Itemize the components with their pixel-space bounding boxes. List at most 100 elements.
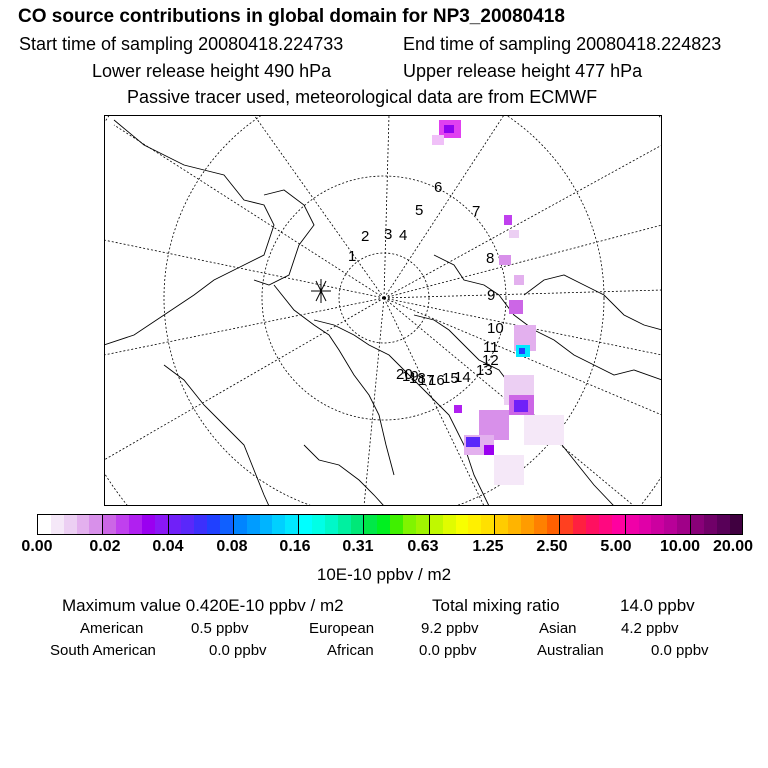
lower-release-height: Lower release height 490 hPa [92, 61, 332, 81]
trajectory-label-8: 8 [486, 250, 494, 267]
colorbar-swatch [546, 515, 561, 534]
colorbar-tick: 0.16 [279, 538, 311, 555]
total-mixing-ratio-label: Total mixing ratio [432, 596, 560, 615]
plume-cell [509, 300, 523, 314]
trajectory-label-2: 2 [361, 228, 369, 245]
colorbar-swatch [207, 515, 221, 534]
colorbar-swatch [38, 515, 51, 534]
colorbar-tick: 0.04 [152, 538, 184, 555]
trajectory-label-1: 1 [348, 248, 356, 265]
colorbar-swatch [573, 515, 587, 534]
coastline-north-america [104, 119, 275, 346]
plume-cell [504, 215, 512, 225]
trajectory-label-16: 16 [428, 372, 445, 389]
plume-cell [519, 348, 525, 354]
region-name-asian: Asian [539, 620, 577, 637]
plume-cell [494, 455, 524, 485]
colorbar-swatch [103, 515, 117, 534]
release-marker [311, 279, 331, 303]
coastline-mediterranean [303, 444, 385, 506]
colorbar-tick: 0.63 [407, 538, 439, 555]
colorbar-swatch [377, 515, 391, 534]
meridian [383, 297, 485, 506]
colorbar-tick: 10.00 [659, 538, 701, 555]
colorbar-swatch [89, 515, 104, 534]
plume-cell [509, 230, 519, 238]
upper-release-height: Upper release height 477 hPa [403, 61, 643, 81]
region-name-american: American [80, 620, 144, 637]
trajectory-labels: 1 2 3 4 5 6 7 8 9 10 11 12 13 14 15 16 1… [348, 179, 504, 389]
colorbar-swatch [520, 515, 534, 534]
region-value-australian: 0.0 ppbv [651, 642, 709, 659]
colorbar-tick: 5.00 [600, 538, 632, 555]
meridian [383, 115, 505, 299]
trajectory-label-4: 4 [399, 227, 407, 244]
colorbar-swatch [677, 515, 691, 534]
colorbar-unit: 10E-10 ppbv / m2 [316, 565, 452, 584]
region-value-african: 0.0 ppbv [419, 642, 477, 659]
colorbar-swatch [651, 515, 665, 534]
colorbar-swatch [141, 515, 155, 534]
colorbar-swatch [337, 515, 351, 534]
colorbar-swatch [495, 515, 508, 534]
region-name-south-american: South American [50, 642, 156, 659]
colorbar-swatch [364, 515, 378, 534]
region-name-european: European [309, 620, 375, 637]
page-title: CO source contributions in global domain… [18, 6, 565, 27]
trajectory-label-10: 10 [487, 320, 504, 337]
colorbar-tick: 0.00 [21, 538, 53, 555]
colorbar-swatch [390, 515, 404, 534]
region-value-european: 9.2 ppbv [421, 620, 479, 637]
meridian [104, 297, 385, 461]
colorbar-swatch [638, 515, 652, 534]
concentration-field [432, 120, 564, 485]
colorbar-swatch [729, 515, 743, 534]
trajectory-label-18: 18 [409, 370, 426, 387]
colorbar-swatch [586, 515, 599, 534]
trajectory-label-14: 14 [454, 369, 471, 386]
colorbar-tick: 2.50 [536, 538, 568, 555]
colorbar-swatch [690, 515, 704, 534]
region-name-australian: Australian [537, 642, 604, 659]
colorbar-swatch [233, 515, 247, 534]
trajectory-label-9: 9 [487, 287, 495, 304]
colorbar-swatch [220, 515, 234, 534]
colorbar-tick: 0.08 [216, 538, 248, 555]
colorbar [37, 514, 743, 535]
trajectory-label-15: 15 [442, 370, 459, 387]
meridian [363, 297, 385, 506]
tracer-note: Passive tracer used, meteorological data… [127, 87, 598, 107]
start-time: Start time of sampling 20080418.224733 [19, 34, 344, 54]
colorbar-swatch [194, 515, 208, 534]
colorbar-swatch [625, 515, 639, 534]
coastline-europe [273, 284, 395, 476]
colorbar-swatch [429, 515, 443, 534]
latitude-circle [261, 175, 507, 421]
trajectory-label-19: 19 [402, 368, 419, 385]
maximum-value: Maximum value 0.420E-10 ppbv / m2 [62, 596, 344, 615]
colorbar-swatch [76, 515, 90, 534]
end-time: End time of sampling 20080418.224823 [403, 34, 722, 54]
plume-cell [484, 445, 494, 455]
region-value-asian: 4.2 ppbv [621, 620, 679, 637]
colorbar-swatch [246, 515, 260, 534]
trajectory-label-7: 7 [472, 203, 480, 220]
colorbar-swatch [598, 515, 612, 534]
colorbar-swatch [415, 515, 430, 534]
colorbar-swatch [703, 515, 717, 534]
colorbar-swatch [168, 515, 182, 534]
trajectory-label-13: 13 [476, 362, 493, 379]
plume-cell [454, 405, 462, 413]
colorbar-swatch [611, 515, 626, 534]
trajectory-label-11: 11 [483, 339, 499, 356]
colorbar-tick: 0.02 [89, 538, 121, 555]
colorbar-swatch [50, 515, 64, 534]
total-mixing-ratio-value: 14.0 ppbv [620, 596, 695, 615]
coastline-atlantic [163, 364, 270, 506]
meridian [113, 124, 385, 299]
trajectory-label-6: 6 [434, 179, 442, 196]
plume-cell [514, 325, 536, 351]
colorbar-swatch [716, 515, 730, 534]
colorbar-swatch [181, 515, 195, 534]
plume-cell [514, 400, 528, 412]
